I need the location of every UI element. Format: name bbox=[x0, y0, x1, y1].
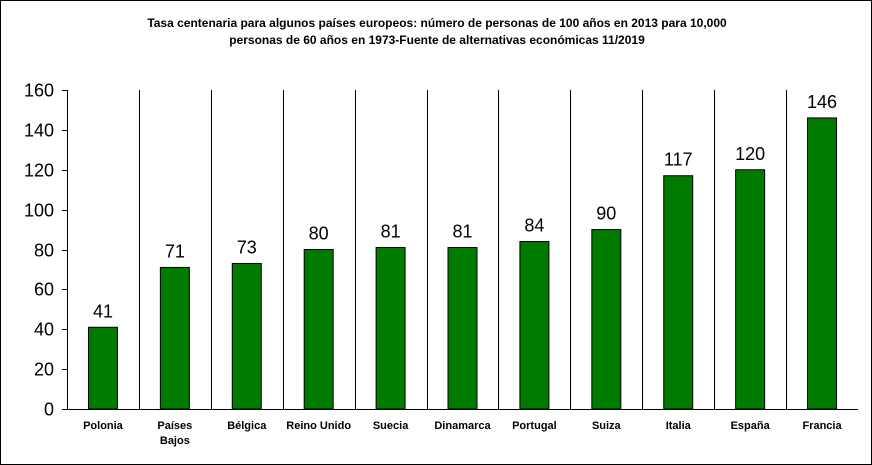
data-label: 81 bbox=[381, 222, 401, 242]
x-tick-label: Suecia bbox=[373, 420, 409, 432]
bar bbox=[375, 247, 406, 410]
bar bbox=[87, 326, 118, 410]
data-label: 84 bbox=[524, 216, 544, 236]
data-label: 71 bbox=[165, 241, 185, 261]
data-label: 41 bbox=[93, 301, 113, 321]
bar bbox=[159, 266, 190, 410]
data-label: 81 bbox=[452, 222, 472, 242]
x-tick-label: Italia bbox=[666, 420, 692, 432]
x-tick-label: Bélgica bbox=[227, 420, 267, 432]
y-tick-label: 80 bbox=[34, 241, 54, 261]
x-tick-label: Polonia bbox=[83, 420, 124, 432]
chart-title-line-2: personas de 60 años en 1973-Fuente de al… bbox=[229, 33, 645, 47]
data-label: 117 bbox=[664, 150, 693, 170]
y-tick-label: 40 bbox=[34, 320, 54, 340]
bar bbox=[519, 241, 550, 410]
chart-title: Tasa centenaria para algunos países euro… bbox=[1, 15, 872, 49]
y-tick-label: 100 bbox=[24, 201, 54, 221]
data-label: 80 bbox=[309, 224, 329, 244]
bar bbox=[807, 117, 838, 410]
data-label: 90 bbox=[596, 204, 616, 224]
x-tick-label: Portugal bbox=[512, 420, 557, 432]
x-tick-label: España bbox=[731, 420, 771, 432]
bar bbox=[303, 249, 334, 410]
x-tick-label: Bajos bbox=[160, 435, 190, 447]
data-label: 146 bbox=[807, 92, 837, 112]
y-tick-label: 60 bbox=[34, 280, 54, 300]
y-tick-label: 0 bbox=[44, 400, 54, 420]
bar bbox=[735, 169, 766, 410]
y-tick-label: 120 bbox=[24, 161, 54, 181]
bar bbox=[231, 262, 262, 410]
x-tick-label: Países bbox=[157, 420, 192, 432]
y-tick-label: 140 bbox=[24, 121, 54, 141]
y-tick-label: 160 bbox=[24, 81, 54, 101]
bar bbox=[663, 175, 694, 410]
x-tick-label: Reino Unido bbox=[286, 420, 351, 432]
chart-title-line-1: Tasa centenaria para algunos países euro… bbox=[147, 16, 727, 30]
data-label: 73 bbox=[237, 237, 257, 257]
x-tick-label: Dinamarca bbox=[434, 420, 491, 432]
bar bbox=[591, 229, 622, 410]
x-tick-label: Francia bbox=[802, 420, 842, 432]
x-tick-label: Suiza bbox=[592, 420, 622, 432]
y-tick-label: 20 bbox=[34, 360, 54, 380]
bar bbox=[447, 247, 478, 410]
data-label: 120 bbox=[735, 144, 765, 164]
